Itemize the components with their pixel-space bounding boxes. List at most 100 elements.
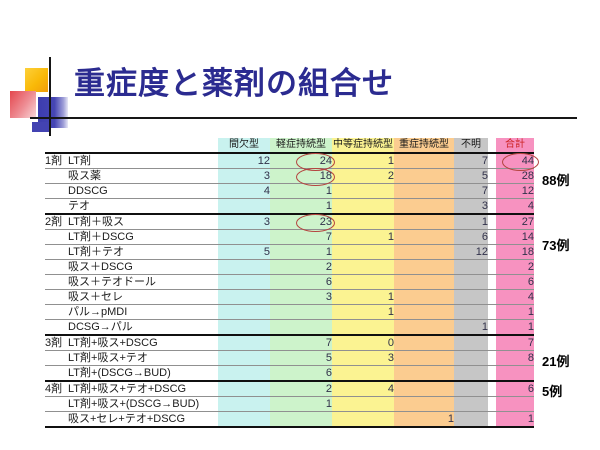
- row-drug-name: DDSCG: [68, 185, 108, 197]
- table-row: 吸ス+セレ+テオ+DSCG 1 1: [45, 411, 534, 428]
- table-cell: [332, 274, 394, 290]
- table-cell: [454, 396, 488, 412]
- table-cell: [394, 153, 454, 169]
- table-row: DCSG→パル 1 1: [45, 319, 534, 336]
- table-cell: 4: [332, 381, 394, 397]
- table-cell: 1: [270, 244, 332, 260]
- table-row: DDSCG 4 1 7 12: [45, 183, 534, 199]
- total-cell: 8: [496, 350, 534, 366]
- table-cell: 6: [270, 365, 332, 381]
- gap-cell: [488, 259, 496, 275]
- row-drug-name: LT剤+吸ス+テオ: [68, 352, 148, 364]
- table-row: LT剤+(DSCG→BUD) 6: [45, 365, 534, 382]
- row-group-label: [45, 275, 68, 290]
- row-group-label: 1剤: [45, 155, 63, 167]
- decoration-vertical-line: [49, 57, 51, 136]
- table-header-row: 間欠型 軽症持続型 中等症持続型 重症持続型 不明 合計: [45, 138, 534, 153]
- table-row: 吸ス＋テオドール 6 6: [45, 274, 534, 290]
- table-cell: [332, 259, 394, 275]
- table-cell: [454, 350, 488, 366]
- side-note-21: 21例: [542, 354, 570, 369]
- table-row: 吸ス＋DSCG 2 2: [45, 259, 534, 275]
- decoration-blue-small-rect: [32, 122, 50, 132]
- table-row: LT剤＋テオ 5 1 12 18: [45, 244, 534, 260]
- table-cell: [454, 274, 488, 290]
- total-cell: 1: [496, 304, 534, 320]
- row-group-label: [45, 412, 68, 428]
- row-group-label: [45, 320, 68, 336]
- table-cell: 5: [218, 244, 270, 260]
- table-cell: 1: [270, 198, 332, 214]
- table-cell: 2: [270, 381, 332, 397]
- table-cell: 3: [332, 350, 394, 366]
- table-cell: [218, 335, 270, 351]
- table-cell: [218, 411, 270, 427]
- table-cell: 3: [454, 198, 488, 214]
- row-group-label: [45, 230, 68, 245]
- gap-cell: [488, 289, 496, 305]
- row-group-label: [45, 169, 68, 184]
- gap-cell: [488, 183, 496, 199]
- header-drug-col: [68, 138, 218, 153]
- decoration-yellow-square: [25, 68, 48, 92]
- row-drug-name: 吸ス＋DSCG: [68, 261, 133, 273]
- table-cell: 5: [454, 168, 488, 184]
- table-cell: [394, 198, 454, 214]
- total-cell: 7: [496, 335, 534, 351]
- table-cell: 3: [270, 289, 332, 305]
- table-cell: [454, 411, 488, 427]
- table-row: 吸ス薬 3 18 2 5 28: [45, 168, 534, 184]
- total-cell: 4: [496, 289, 534, 305]
- table-row: 3剤 LT剤+吸ス+DSCG 7 0 7: [45, 335, 534, 351]
- table-row: テオ 1 3 4: [45, 198, 534, 214]
- table-cell: [394, 259, 454, 275]
- row-drug-name: 吸ス＋テオドール: [68, 276, 156, 288]
- row-group-label: 4剤: [45, 383, 63, 395]
- table-cell: [394, 289, 454, 305]
- header-unknown: 不明: [454, 138, 488, 153]
- table-cell: [394, 381, 454, 397]
- row-drug-name: 吸ス薬: [68, 170, 101, 182]
- gap-cell: [488, 304, 496, 320]
- table-cell: [332, 214, 394, 230]
- table-cell: [394, 335, 454, 351]
- total-cell: [496, 365, 534, 381]
- row-group-label: 3剤: [45, 337, 63, 349]
- table-cell: [218, 396, 270, 412]
- table-cell: [394, 304, 454, 320]
- table-cell: [270, 304, 332, 320]
- side-note-73: 73例: [542, 238, 570, 253]
- gap-cell: [488, 335, 496, 351]
- total-cell: 28: [496, 168, 534, 184]
- table-cell: 1: [332, 289, 394, 305]
- table-cell: 6: [454, 229, 488, 245]
- gap-cell: [488, 229, 496, 245]
- header-total: 合計: [496, 138, 534, 153]
- table-cell: 1: [394, 411, 454, 427]
- row-group-label: [45, 290, 68, 305]
- row-drug-name: LT剤+吸ス+DSCG: [68, 337, 158, 349]
- header-moderate-persistent: 中等症持続型: [332, 138, 394, 153]
- table-cell: 3: [218, 168, 270, 184]
- row-group-label: [45, 305, 68, 320]
- table-cell: 12: [454, 244, 488, 260]
- table-cell: 23: [270, 214, 332, 230]
- side-note-5: 5例: [542, 384, 563, 399]
- table-cell: [394, 244, 454, 260]
- table-cell: 2: [332, 168, 394, 184]
- total-cell: 4: [496, 198, 534, 214]
- row-group-label: [45, 366, 68, 382]
- table-cell: [332, 319, 394, 335]
- table-cell: [218, 229, 270, 245]
- table-cell: [454, 259, 488, 275]
- table-cell: 7: [454, 153, 488, 169]
- table-cell: [394, 350, 454, 366]
- table-cell: 24: [270, 153, 332, 169]
- row-group-label: [45, 397, 68, 412]
- table-cell: [270, 319, 332, 335]
- table-cell: 7: [270, 335, 332, 351]
- header-severe-persistent: 重症持続型: [394, 138, 454, 153]
- table-cell: [454, 335, 488, 351]
- table-cell: [218, 319, 270, 335]
